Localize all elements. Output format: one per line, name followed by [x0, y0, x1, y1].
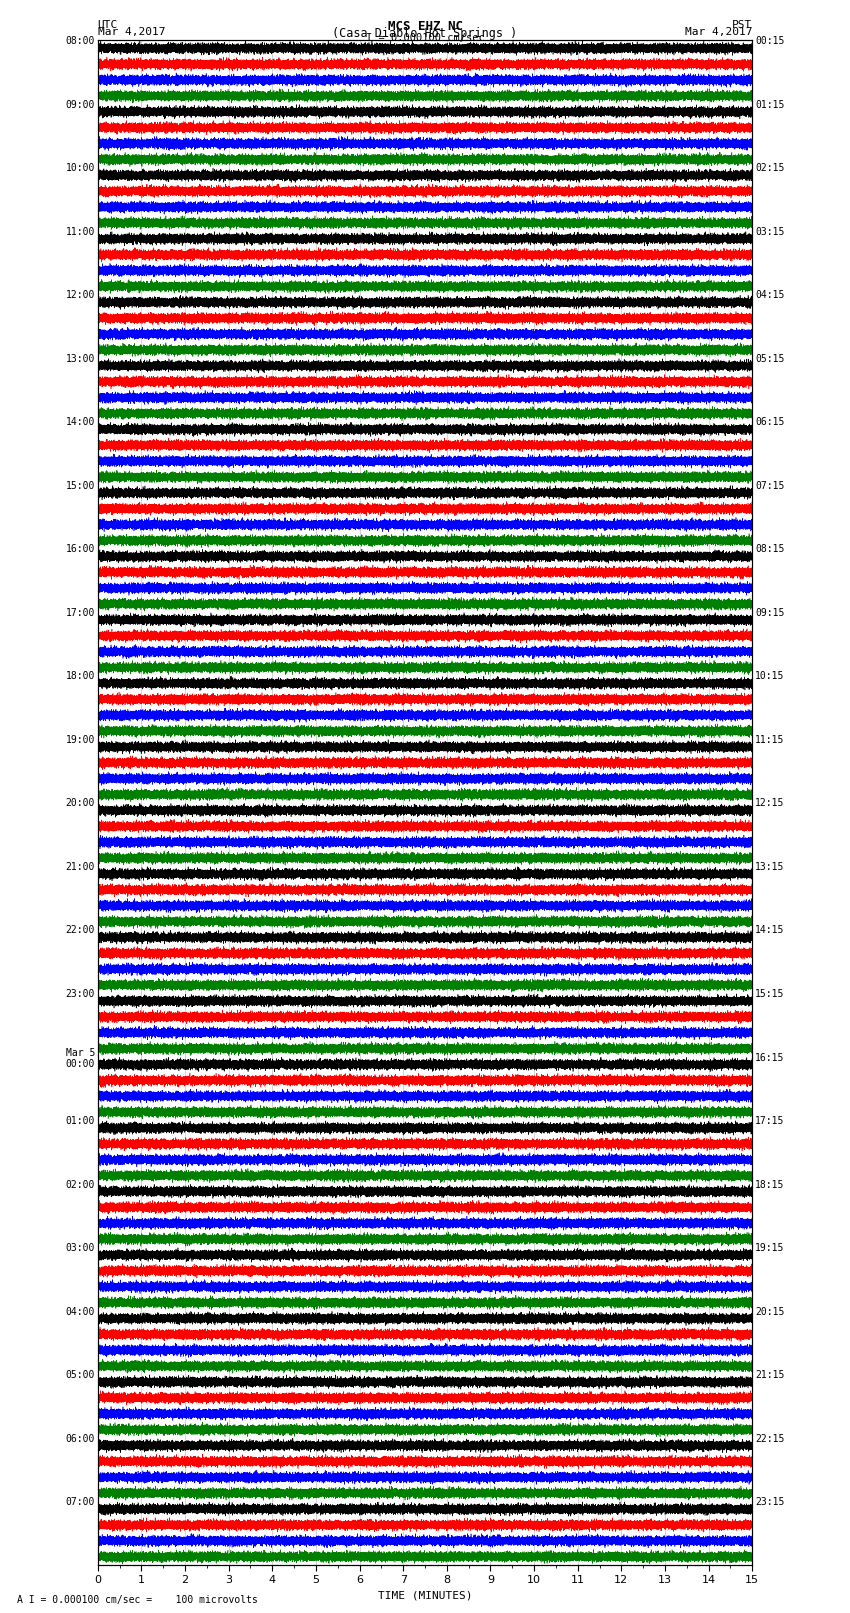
Text: (Casa Diablo Hot Springs ): (Casa Diablo Hot Springs ) — [332, 26, 518, 40]
Text: A I = 0.000100 cm/sec =    100 microvolts: A I = 0.000100 cm/sec = 100 microvolts — [17, 1595, 258, 1605]
Text: Mar 4,2017: Mar 4,2017 — [685, 26, 752, 37]
Text: I = 0.000100 cm/sec: I = 0.000100 cm/sec — [366, 32, 484, 44]
Text: PST: PST — [732, 19, 752, 31]
Text: UTC: UTC — [98, 19, 118, 31]
Text: Mar 4,2017: Mar 4,2017 — [98, 26, 165, 37]
Text: MCS EHZ NC: MCS EHZ NC — [388, 19, 462, 34]
X-axis label: TIME (MINUTES): TIME (MINUTES) — [377, 1590, 473, 1600]
